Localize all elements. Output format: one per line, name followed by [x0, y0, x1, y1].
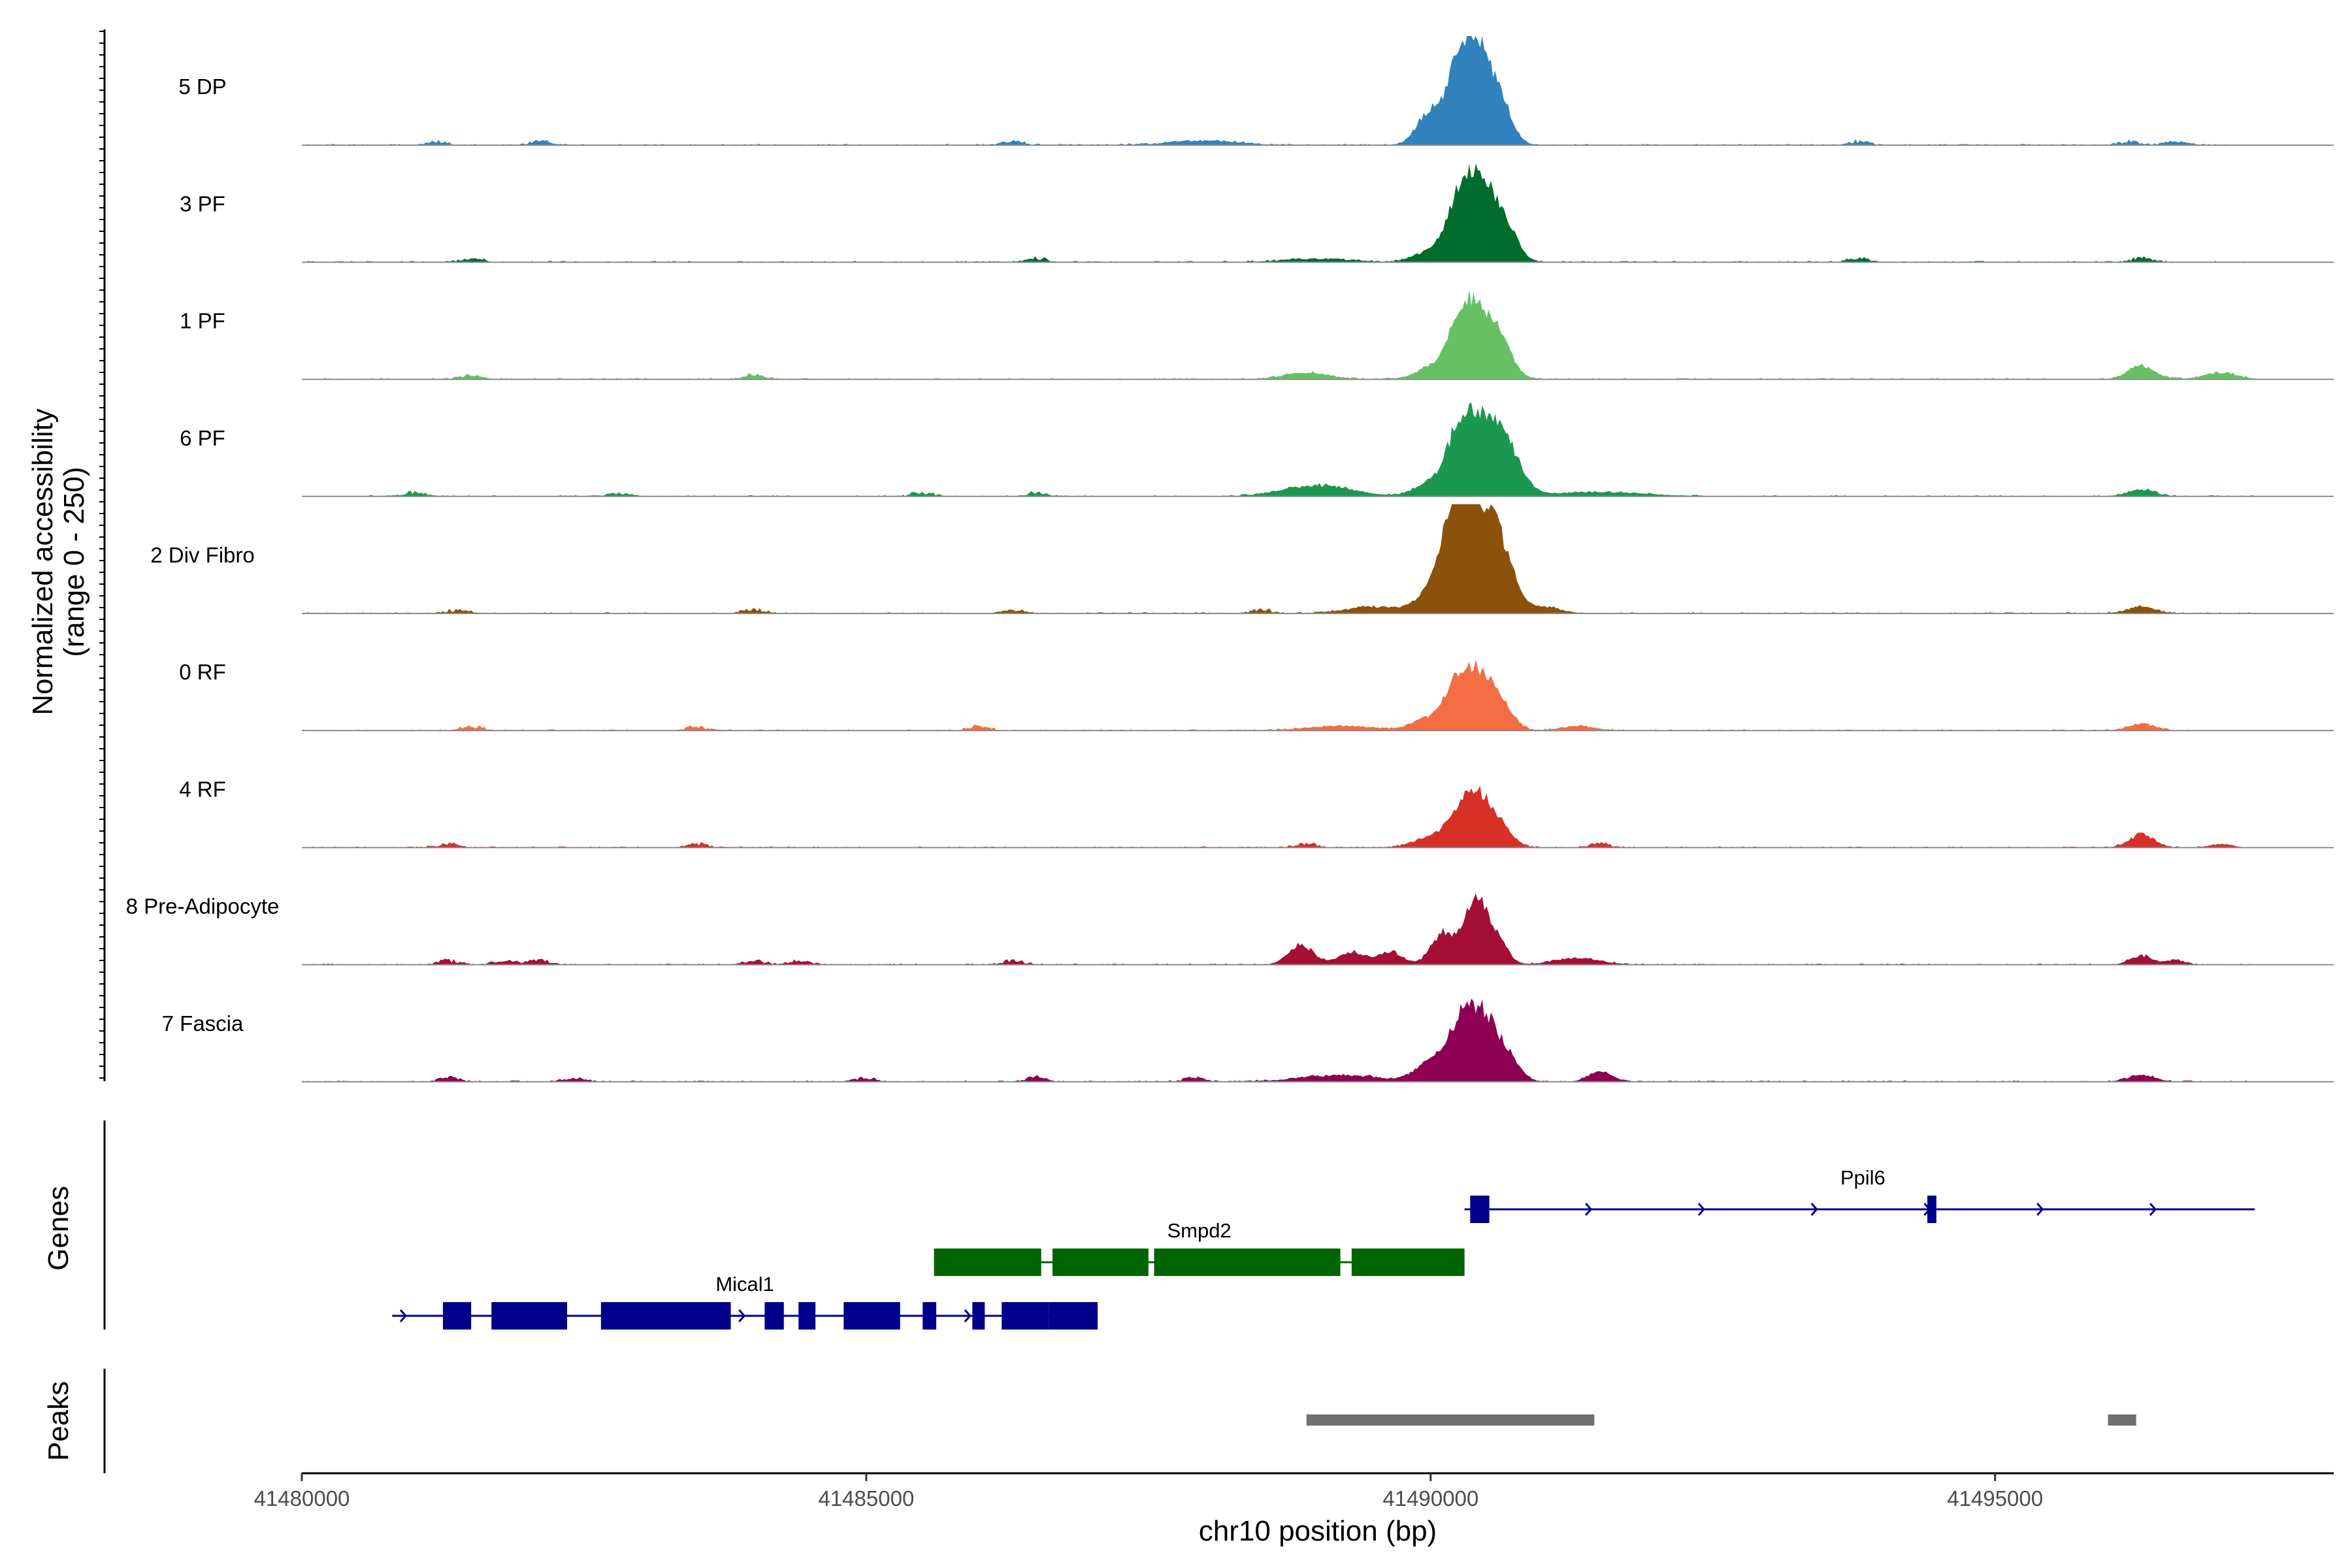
track-label: 0 RF: [179, 660, 226, 684]
coverage-area: [302, 289, 2255, 380]
coverage-area: [302, 998, 2255, 1082]
track-6-pf: 6 PF: [180, 402, 2334, 497]
track-label: 8 Pre-Adipocyte: [126, 894, 280, 919]
genes-panel-title: Genes: [42, 1186, 74, 1271]
gene-exon: [1470, 1196, 1490, 1223]
gene-exon: [442, 1302, 472, 1330]
track-2-div-fibro: 2 Div Fibro: [150, 504, 2334, 614]
strand-arrow: [738, 1309, 746, 1322]
gene-exon: [843, 1302, 900, 1330]
gene-exon: [1049, 1302, 1098, 1330]
y-axis-title-line1: Normalized accessibility: [27, 408, 59, 715]
track-label: 5 DP: [178, 74, 226, 99]
track-label: 1 PF: [180, 309, 225, 333]
gene-exon: [600, 1302, 731, 1330]
track-label: 7 Fascia: [162, 1011, 244, 1036]
strand-arrow: [1810, 1203, 1818, 1216]
track-label: 2 Div Fibro: [150, 543, 255, 567]
strand-arrow: [399, 1309, 407, 1322]
x-tick-label: 41490000: [1382, 1486, 1478, 1511]
track-1-pf: 1 PF: [180, 289, 2334, 380]
track-label: 4 RF: [179, 777, 226, 801]
coverage-area: [302, 659, 2255, 731]
track-label: 6 PF: [180, 426, 225, 450]
track-3-pf: 3 PF: [180, 163, 2334, 263]
coverage-tracks: 5 DP 3 PF 1 PF 6 PF 2 Div Fibro 0 RF 4 RF 8 Pre…: [126, 36, 2334, 1083]
gene-ppil6: Ppil6: [1464, 1166, 2255, 1223]
gene-exon: [934, 1249, 1041, 1276]
peak-region: [2108, 1414, 2136, 1426]
coverage-area: [302, 163, 2255, 263]
coverage-area: [302, 504, 2255, 613]
coverage-y-axis-ticks: [99, 31, 105, 1079]
gene-exon: [972, 1302, 985, 1330]
strand-arrow: [1697, 1203, 1705, 1216]
peaks-panel-title: Peaks: [42, 1381, 74, 1461]
gene-exon: [1002, 1302, 1049, 1330]
coverage-area: [302, 36, 2255, 146]
track-8-pre-adipocyte: 8 Pre-Adipocyte: [126, 893, 2334, 966]
gene-label: Mical1: [715, 1273, 774, 1296]
peak-region: [1306, 1414, 1595, 1426]
gene-label: Ppil6: [1840, 1166, 1886, 1189]
gene-exon: [1154, 1249, 1341, 1276]
gene-exon: [1927, 1196, 1936, 1223]
gene-exon: [764, 1302, 784, 1330]
gene-exon: [491, 1302, 568, 1330]
track-7-fascia: 7 Fascia: [162, 998, 2334, 1083]
x-axis-title: chr10 position (bp): [1199, 1515, 1437, 1547]
gene-label: Smpd2: [1167, 1219, 1231, 1242]
gene-mical1: Mical1: [392, 1273, 1098, 1330]
x-axis-ticks: 41480000 41485000 41490000 41495000: [254, 1473, 2043, 1511]
coverage-area: [302, 402, 2255, 497]
gene-smpd2: Smpd2: [934, 1219, 1465, 1276]
gene-annotation-panel: Mical1 Smpd2 Ppil6: [392, 1166, 2255, 1330]
coverage-area: [302, 785, 2255, 848]
peak-region-panel: [1306, 1414, 2136, 1426]
strand-arrow: [2149, 1203, 2157, 1216]
x-tick-label: 41485000: [818, 1486, 914, 1511]
strand-arrow: [1584, 1203, 1593, 1216]
gene-exon: [923, 1302, 937, 1330]
y-axis-title: Normalized accessibility (range 0 - 250): [27, 408, 90, 715]
coverage-area: [302, 893, 2255, 965]
track-4-rf: 4 RF: [179, 777, 2334, 849]
strand-arrow: [2036, 1203, 2044, 1216]
strand-arrow: [964, 1309, 972, 1322]
y-axis-title-line2: (range 0 - 250): [58, 466, 90, 657]
gene-exon: [1052, 1249, 1149, 1276]
track-0-rf: 0 RF: [179, 659, 2334, 732]
track-5-dp: 5 DP: [178, 36, 2334, 146]
gene-exon: [798, 1302, 816, 1330]
x-tick-label: 41495000: [1947, 1486, 2043, 1511]
gene-exon: [1351, 1249, 1465, 1276]
track-label: 3 PF: [180, 191, 225, 216]
x-tick-label: 41480000: [254, 1486, 350, 1511]
